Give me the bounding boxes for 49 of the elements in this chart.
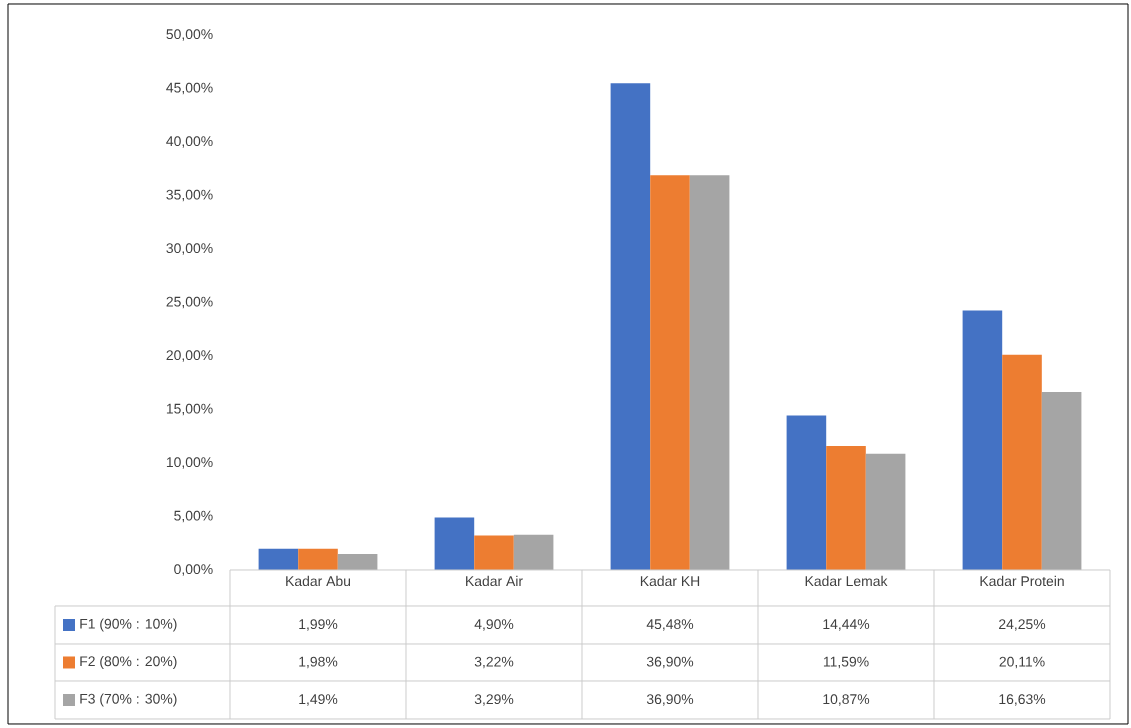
y-tick-label: 40,00% (166, 136, 213, 148)
y-tick-label: 15,00% (166, 403, 213, 416)
y-tick-label: 25,00% (166, 296, 213, 309)
data-label: 4,90% (474, 619, 514, 631)
data-label: 10,87% (823, 694, 870, 706)
y-tick-label: 0,00% (174, 564, 213, 576)
data-label: 36,90% (646, 694, 694, 706)
data-label: 20,11% (999, 656, 1045, 669)
data-label: 24,25% (999, 619, 1046, 631)
y-tick-label: 5,00% (174, 510, 213, 523)
x-tick-label: Kadar Lemak (805, 575, 888, 587)
bar (786, 415, 827, 570)
bar (1002, 354, 1042, 570)
bar (513, 534, 554, 570)
data-label: 14,44% (823, 619, 870, 631)
bar (650, 175, 690, 570)
y-tick-label: 50,00% (166, 29, 213, 41)
y-tick-label: 35,00% (166, 189, 213, 202)
legend-label: F2 (80% : 20%) (80, 655, 177, 669)
bar (337, 554, 378, 570)
bar (258, 548, 299, 570)
y-tick-label: 30,00% (166, 243, 213, 255)
x-tick-label: Kadar KH (640, 575, 700, 587)
legend-label: F1 (90% : 10%) (80, 618, 177, 632)
bar (826, 445, 866, 570)
x-tick-label: Kadar Protein (980, 575, 1064, 587)
x-tick-label: Kadar Air (466, 575, 523, 587)
bar (865, 453, 906, 570)
y-tick-label: 10,00% (166, 457, 213, 469)
bar (962, 310, 1003, 570)
bar (298, 548, 338, 570)
y-tick-label: 20,00% (166, 350, 213, 362)
data-label: 1,49% (299, 694, 338, 706)
data-label: 1,99% (299, 619, 338, 631)
bar (610, 83, 651, 570)
legend-label: F3 (70% : 30%) (80, 693, 177, 707)
data-label: 3,29% (474, 694, 514, 706)
bar (689, 175, 730, 570)
bar (1041, 392, 1082, 570)
data-label: 11,59% (823, 656, 869, 669)
data-label: 36,90% (646, 656, 694, 669)
data-label: 1,98% (299, 656, 338, 669)
x-tick-label: Kadar Abu (286, 575, 351, 587)
data-label: 3,22% (474, 656, 514, 669)
data-label: 45,48% (646, 619, 694, 631)
data-label: 16,63% (999, 694, 1046, 706)
y-tick-label: 45,00% (166, 82, 213, 95)
bar (474, 535, 514, 570)
bar (434, 517, 475, 570)
